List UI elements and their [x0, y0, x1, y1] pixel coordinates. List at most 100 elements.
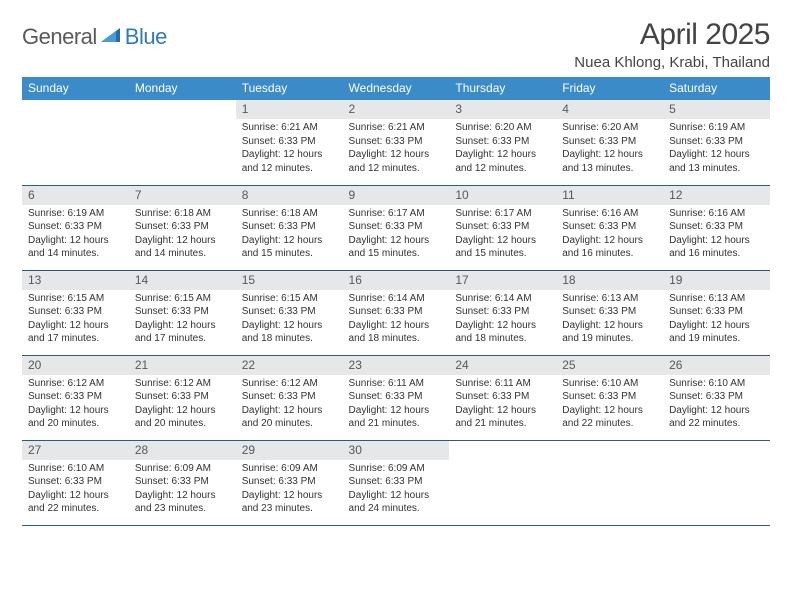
sunset-text: Sunset: 6:33 PM	[135, 390, 230, 404]
calendar-day-cell: 2Sunrise: 6:21 AMSunset: 6:33 PMDaylight…	[343, 100, 450, 185]
daylight-text: Daylight: 12 hours and 13 minutes.	[562, 148, 657, 175]
sunrise-text: Sunrise: 6:17 AM	[455, 207, 550, 221]
day-number: 7	[129, 186, 236, 205]
calendar-week-row: 27Sunrise: 6:10 AMSunset: 6:33 PMDayligh…	[22, 440, 770, 525]
calendar-day-cell: 30Sunrise: 6:09 AMSunset: 6:33 PMDayligh…	[343, 440, 450, 525]
calendar-day-cell: .	[22, 100, 129, 185]
daylight-text: Daylight: 12 hours and 19 minutes.	[562, 319, 657, 346]
calendar-day-cell: 24Sunrise: 6:11 AMSunset: 6:33 PMDayligh…	[449, 355, 556, 440]
calendar-day-cell: 13Sunrise: 6:15 AMSunset: 6:33 PMDayligh…	[22, 270, 129, 355]
daylight-text: Daylight: 12 hours and 13 minutes.	[669, 148, 764, 175]
calendar-day-cell: 26Sunrise: 6:10 AMSunset: 6:33 PMDayligh…	[663, 355, 770, 440]
daylight-text: Daylight: 12 hours and 21 minutes.	[455, 404, 550, 431]
day-details: Sunrise: 6:10 AMSunset: 6:33 PMDaylight:…	[663, 375, 770, 435]
day-details: Sunrise: 6:21 AMSunset: 6:33 PMDaylight:…	[343, 119, 450, 179]
weekday-header-row: Sunday Monday Tuesday Wednesday Thursday…	[22, 77, 770, 100]
calendar-day-cell: 21Sunrise: 6:12 AMSunset: 6:33 PMDayligh…	[129, 355, 236, 440]
sunrise-text: Sunrise: 6:18 AM	[135, 207, 230, 221]
calendar-day-cell: 25Sunrise: 6:10 AMSunset: 6:33 PMDayligh…	[556, 355, 663, 440]
calendar-week-row: 13Sunrise: 6:15 AMSunset: 6:33 PMDayligh…	[22, 270, 770, 355]
calendar-day-cell: 9Sunrise: 6:17 AMSunset: 6:33 PMDaylight…	[343, 185, 450, 270]
day-number: 30	[343, 441, 450, 460]
daylight-text: Daylight: 12 hours and 12 minutes.	[349, 148, 444, 175]
sunrise-text: Sunrise: 6:13 AM	[562, 292, 657, 306]
calendar-day-cell: 7Sunrise: 6:18 AMSunset: 6:33 PMDaylight…	[129, 185, 236, 270]
sunset-text: Sunset: 6:33 PM	[135, 475, 230, 489]
day-details: Sunrise: 6:09 AMSunset: 6:33 PMDaylight:…	[236, 460, 343, 520]
sunset-text: Sunset: 6:33 PM	[562, 220, 657, 234]
sunrise-text: Sunrise: 6:16 AM	[562, 207, 657, 221]
sunrise-text: Sunrise: 6:10 AM	[28, 462, 123, 476]
sunrise-text: Sunrise: 6:09 AM	[349, 462, 444, 476]
sunset-text: Sunset: 6:33 PM	[349, 135, 444, 149]
daylight-text: Daylight: 12 hours and 16 minutes.	[562, 234, 657, 261]
day-details: Sunrise: 6:10 AMSunset: 6:33 PMDaylight:…	[556, 375, 663, 435]
day-details: Sunrise: 6:20 AMSunset: 6:33 PMDaylight:…	[556, 119, 663, 179]
day-details: Sunrise: 6:14 AMSunset: 6:33 PMDaylight:…	[343, 290, 450, 350]
sunrise-text: Sunrise: 6:17 AM	[349, 207, 444, 221]
calendar-day-cell: 23Sunrise: 6:11 AMSunset: 6:33 PMDayligh…	[343, 355, 450, 440]
sunset-text: Sunset: 6:33 PM	[349, 305, 444, 319]
calendar-day-cell: 1Sunrise: 6:21 AMSunset: 6:33 PMDaylight…	[236, 100, 343, 185]
sunset-text: Sunset: 6:33 PM	[28, 475, 123, 489]
calendar-day-cell: 11Sunrise: 6:16 AMSunset: 6:33 PMDayligh…	[556, 185, 663, 270]
weekday-saturday: Saturday	[663, 77, 770, 100]
sunset-text: Sunset: 6:33 PM	[669, 390, 764, 404]
sunrise-text: Sunrise: 6:10 AM	[562, 377, 657, 391]
sunrise-text: Sunrise: 6:21 AM	[242, 121, 337, 135]
calendar-day-cell: 22Sunrise: 6:12 AMSunset: 6:33 PMDayligh…	[236, 355, 343, 440]
day-details: Sunrise: 6:13 AMSunset: 6:33 PMDaylight:…	[556, 290, 663, 350]
sunrise-text: Sunrise: 6:10 AM	[669, 377, 764, 391]
sunset-text: Sunset: 6:33 PM	[349, 220, 444, 234]
day-number: 20	[22, 356, 129, 375]
day-details: Sunrise: 6:16 AMSunset: 6:33 PMDaylight:…	[556, 205, 663, 265]
calendar-day-cell: 20Sunrise: 6:12 AMSunset: 6:33 PMDayligh…	[22, 355, 129, 440]
daylight-text: Daylight: 12 hours and 18 minutes.	[242, 319, 337, 346]
daylight-text: Daylight: 12 hours and 14 minutes.	[135, 234, 230, 261]
location-label: Nuea Khlong, Krabi, Thailand	[574, 54, 770, 71]
calendar-body: .. 1Sunrise: 6:21 AMSunset: 6:33 PMDaylig…	[22, 100, 770, 525]
sunrise-text: Sunrise: 6:20 AM	[455, 121, 550, 135]
header: General Blue April 2025 Nuea Khlong, Kra…	[22, 18, 770, 71]
weekday-sunday: Sunday	[22, 77, 129, 100]
calendar-day-cell: .	[556, 440, 663, 525]
day-details: Sunrise: 6:12 AMSunset: 6:33 PMDaylight:…	[22, 375, 129, 435]
daylight-text: Daylight: 12 hours and 22 minutes.	[562, 404, 657, 431]
logo-word2: Blue	[125, 24, 167, 50]
daylight-text: Daylight: 12 hours and 17 minutes.	[135, 319, 230, 346]
sunset-text: Sunset: 6:33 PM	[242, 220, 337, 234]
sunrise-text: Sunrise: 6:13 AM	[669, 292, 764, 306]
calendar-table: Sunday Monday Tuesday Wednesday Thursday…	[22, 77, 770, 526]
calendar-day-cell: 6Sunrise: 6:19 AMSunset: 6:33 PMDaylight…	[22, 185, 129, 270]
calendar-day-cell: 17Sunrise: 6:14 AMSunset: 6:33 PMDayligh…	[449, 270, 556, 355]
day-number: 15	[236, 271, 343, 290]
day-details: Sunrise: 6:19 AMSunset: 6:33 PMDaylight:…	[663, 119, 770, 179]
sunrise-text: Sunrise: 6:20 AM	[562, 121, 657, 135]
sunset-text: Sunset: 6:33 PM	[669, 305, 764, 319]
day-number: 16	[343, 271, 450, 290]
sunrise-text: Sunrise: 6:11 AM	[349, 377, 444, 391]
day-number: 27	[22, 441, 129, 460]
daylight-text: Daylight: 12 hours and 23 minutes.	[242, 489, 337, 516]
sunrise-text: Sunrise: 6:18 AM	[242, 207, 337, 221]
sunrise-text: Sunrise: 6:15 AM	[135, 292, 230, 306]
sunset-text: Sunset: 6:33 PM	[562, 390, 657, 404]
day-number: 4	[556, 100, 663, 119]
calendar-day-cell: 29Sunrise: 6:09 AMSunset: 6:33 PMDayligh…	[236, 440, 343, 525]
title-block: April 2025 Nuea Khlong, Krabi, Thailand	[574, 18, 770, 71]
sunrise-text: Sunrise: 6:15 AM	[242, 292, 337, 306]
calendar-day-cell: .	[663, 440, 770, 525]
day-number: 5	[663, 100, 770, 119]
day-details: Sunrise: 6:14 AMSunset: 6:33 PMDaylight:…	[449, 290, 556, 350]
calendar-day-cell: 16Sunrise: 6:14 AMSunset: 6:33 PMDayligh…	[343, 270, 450, 355]
calendar-day-cell: 15Sunrise: 6:15 AMSunset: 6:33 PMDayligh…	[236, 270, 343, 355]
sunset-text: Sunset: 6:33 PM	[28, 390, 123, 404]
day-details: Sunrise: 6:16 AMSunset: 6:33 PMDaylight:…	[663, 205, 770, 265]
daylight-text: Daylight: 12 hours and 22 minutes.	[669, 404, 764, 431]
month-title: April 2025	[574, 18, 770, 52]
calendar-day-cell: 18Sunrise: 6:13 AMSunset: 6:33 PMDayligh…	[556, 270, 663, 355]
day-number: 28	[129, 441, 236, 460]
day-details: Sunrise: 6:15 AMSunset: 6:33 PMDaylight:…	[236, 290, 343, 350]
weekday-thursday: Thursday	[449, 77, 556, 100]
sunrise-text: Sunrise: 6:11 AM	[455, 377, 550, 391]
